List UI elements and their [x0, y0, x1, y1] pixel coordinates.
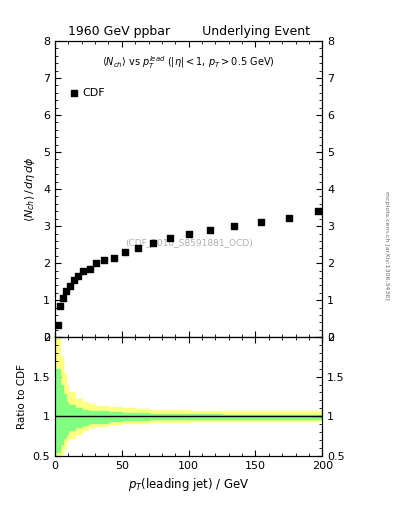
CDF	[55, 321, 61, 329]
X-axis label: $p_T$(leading jet) / GeV: $p_T$(leading jet) / GeV	[128, 476, 250, 493]
Legend: CDF: CDF	[65, 84, 110, 103]
CDF	[185, 230, 192, 239]
CDF	[149, 239, 156, 247]
CDF	[207, 226, 213, 234]
CDF	[167, 234, 173, 242]
CDF	[258, 218, 264, 226]
CDF	[75, 272, 81, 280]
CDF	[60, 294, 66, 303]
CDF	[62, 287, 69, 295]
CDF	[80, 267, 86, 275]
CDF	[111, 253, 117, 262]
Text: mcplots.cern.ch [arXiv:1306.3436]: mcplots.cern.ch [arXiv:1306.3436]	[384, 191, 389, 300]
CDF	[57, 302, 64, 310]
CDF	[286, 214, 292, 222]
Text: $\langle N_{ch}\rangle$ vs $p_T^{lead}$ ($|\eta|<1,\,p_T>0.5$ GeV): $\langle N_{ch}\rangle$ vs $p_T^{lead}$ …	[102, 54, 275, 71]
CDF	[66, 282, 73, 290]
CDF	[315, 207, 321, 216]
CDF	[101, 256, 108, 264]
CDF	[71, 275, 77, 284]
CDF	[93, 259, 99, 267]
Text: (CDF_2010_S8591881_OCD): (CDF_2010_S8591881_OCD)	[125, 238, 253, 247]
Title: 1960 GeV ppbar        Underlying Event: 1960 GeV ppbar Underlying Event	[68, 26, 310, 38]
Y-axis label: Ratio to CDF: Ratio to CDF	[17, 364, 27, 429]
CDF	[231, 222, 237, 230]
Y-axis label: $\langle N_{ch}\rangle\,/\,d\eta\,d\phi$: $\langle N_{ch}\rangle\,/\,d\eta\,d\phi$	[24, 156, 37, 222]
CDF	[135, 244, 141, 252]
CDF	[121, 248, 128, 256]
CDF	[86, 265, 93, 273]
